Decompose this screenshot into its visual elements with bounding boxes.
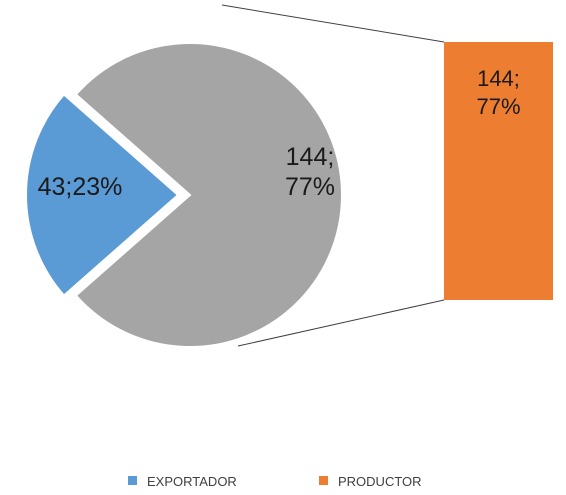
- legend-swatch-exportador: [128, 476, 137, 485]
- bar-segment-productor: [444, 42, 553, 300]
- legend-item-exportador: EXPORTADOR: [128, 474, 237, 489]
- secondary-bar: 144; 77%: [444, 42, 553, 300]
- pie-slice-exportador: [25, 93, 180, 297]
- connector-lines: [221, 4, 445, 347]
- legend-swatch-productor: [319, 476, 328, 485]
- pie-label-exportador: 43;23%: [38, 173, 123, 201]
- bar-label-productor: 144; 77%: [476, 66, 520, 119]
- legend-item-productor: PRODUCTOR: [319, 474, 422, 489]
- pie-slice-productor: [74, 42, 343, 348]
- legend-label-exportador: EXPORTADOR: [147, 474, 237, 489]
- pie-label-productor: 144; 77%: [285, 143, 335, 201]
- pie: 43;23% 144; 77%: [25, 42, 343, 348]
- legend-label-productor: PRODUCTOR: [338, 474, 422, 489]
- connector-line-top: [221, 4, 445, 43]
- connector-line-bottom: [237, 299, 445, 347]
- legend: EXPORTADOR PRODUCTOR: [128, 474, 422, 489]
